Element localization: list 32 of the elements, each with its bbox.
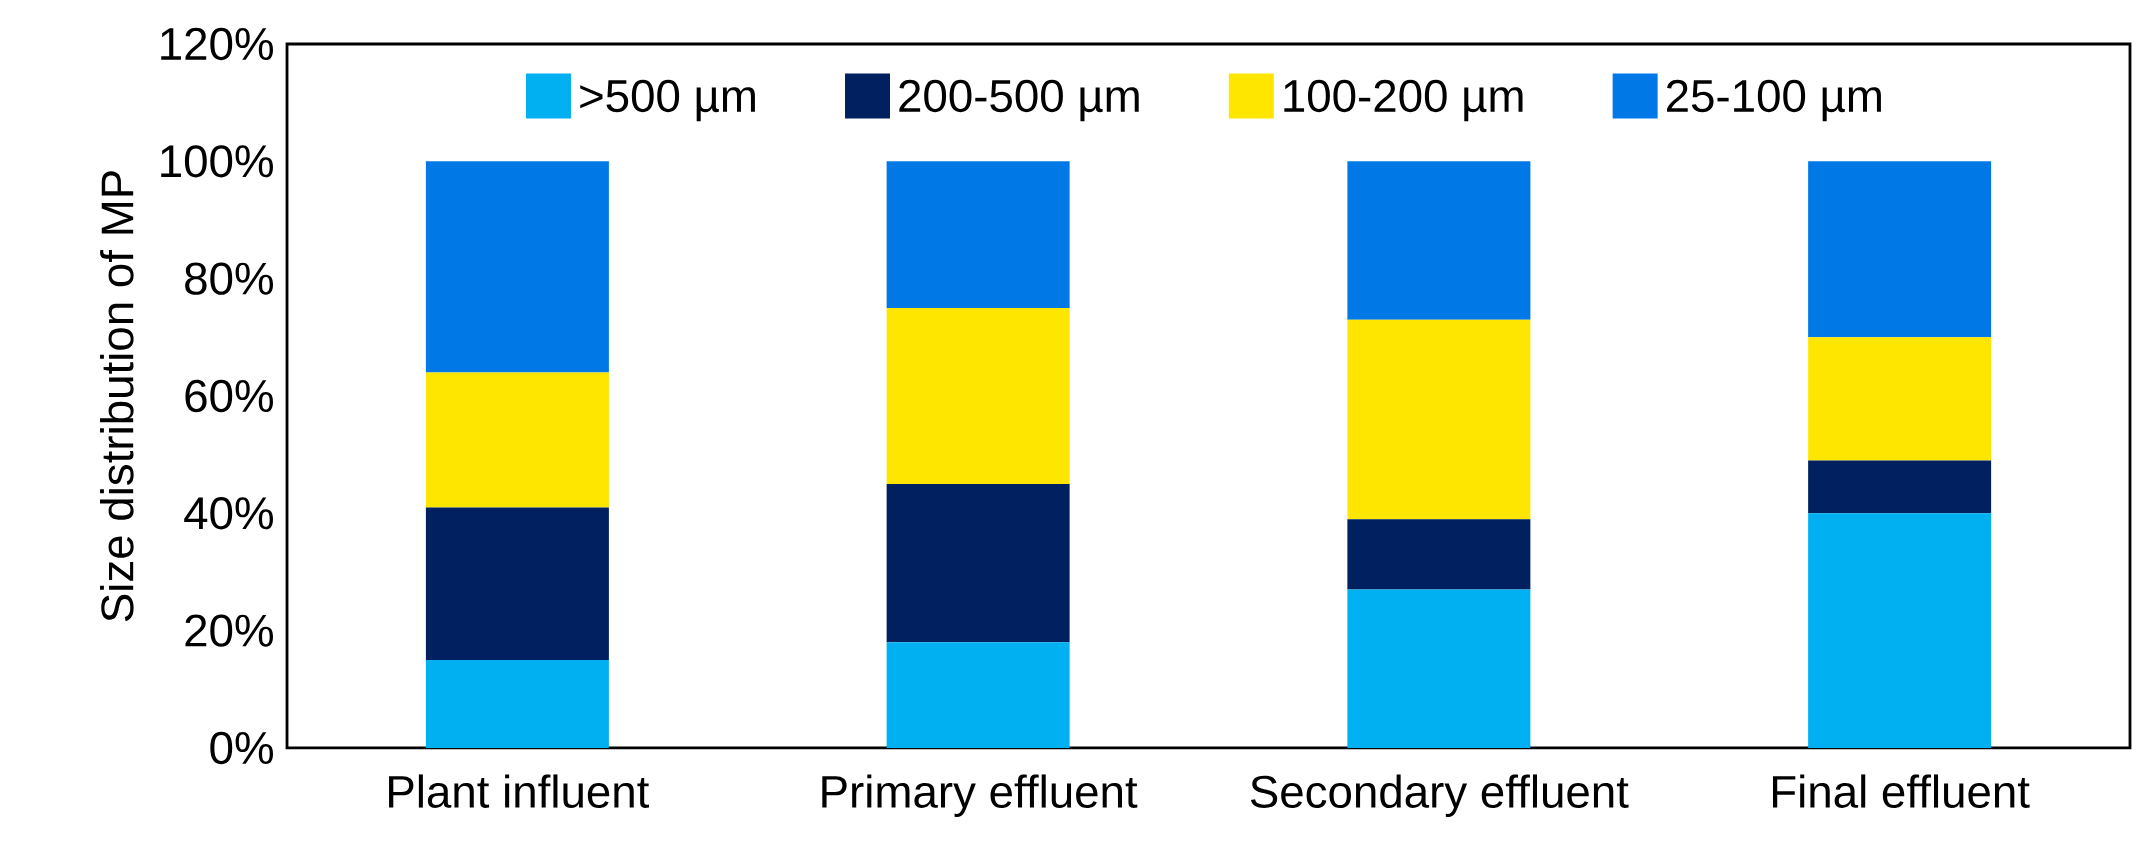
- bar: [1347, 161, 1531, 320]
- bar: [425, 507, 609, 660]
- legend-label: 100-200 µm: [1284, 79, 1523, 122]
- bar: [425, 659, 609, 748]
- x-tick-label: Primary effluent: [822, 774, 1138, 818]
- y-tick-label: 120%: [161, 27, 273, 61]
- bar: [425, 161, 609, 373]
- y-tick-label: 20%: [185, 614, 273, 647]
- legend-label: 200-500 µm: [899, 79, 1139, 122]
- bar: [1808, 460, 1992, 514]
- bar: [1808, 161, 1992, 338]
- bar: [1808, 337, 1992, 461]
- bar: [886, 642, 1070, 748]
- x-tick-label: Plant influent: [389, 774, 650, 809]
- bar: [1347, 589, 1531, 748]
- x-tick-label: Final effluent: [1772, 774, 2030, 809]
- y-tick-label: 80%: [185, 262, 273, 295]
- bar: [425, 372, 609, 508]
- legend-label: 25-100 µm: [1666, 79, 1881, 122]
- bar: [1808, 513, 1992, 748]
- y-tick-label: 0%: [210, 731, 273, 765]
- bar: [886, 161, 1070, 308]
- y-tick-label: 60%: [185, 379, 273, 413]
- y-axis-title: Size distribution of MP: [100, 171, 134, 622]
- bar: [886, 307, 1070, 484]
- y-tick-label: 100%: [161, 145, 273, 178]
- x-tick-label: Secondary effluent: [1250, 774, 1629, 818]
- y-tick-label: 40%: [184, 497, 273, 530]
- legend-label: >500 µm: [580, 79, 755, 122]
- bar: [886, 483, 1070, 643]
- bar: [1347, 319, 1531, 520]
- bar: [1347, 519, 1531, 590]
